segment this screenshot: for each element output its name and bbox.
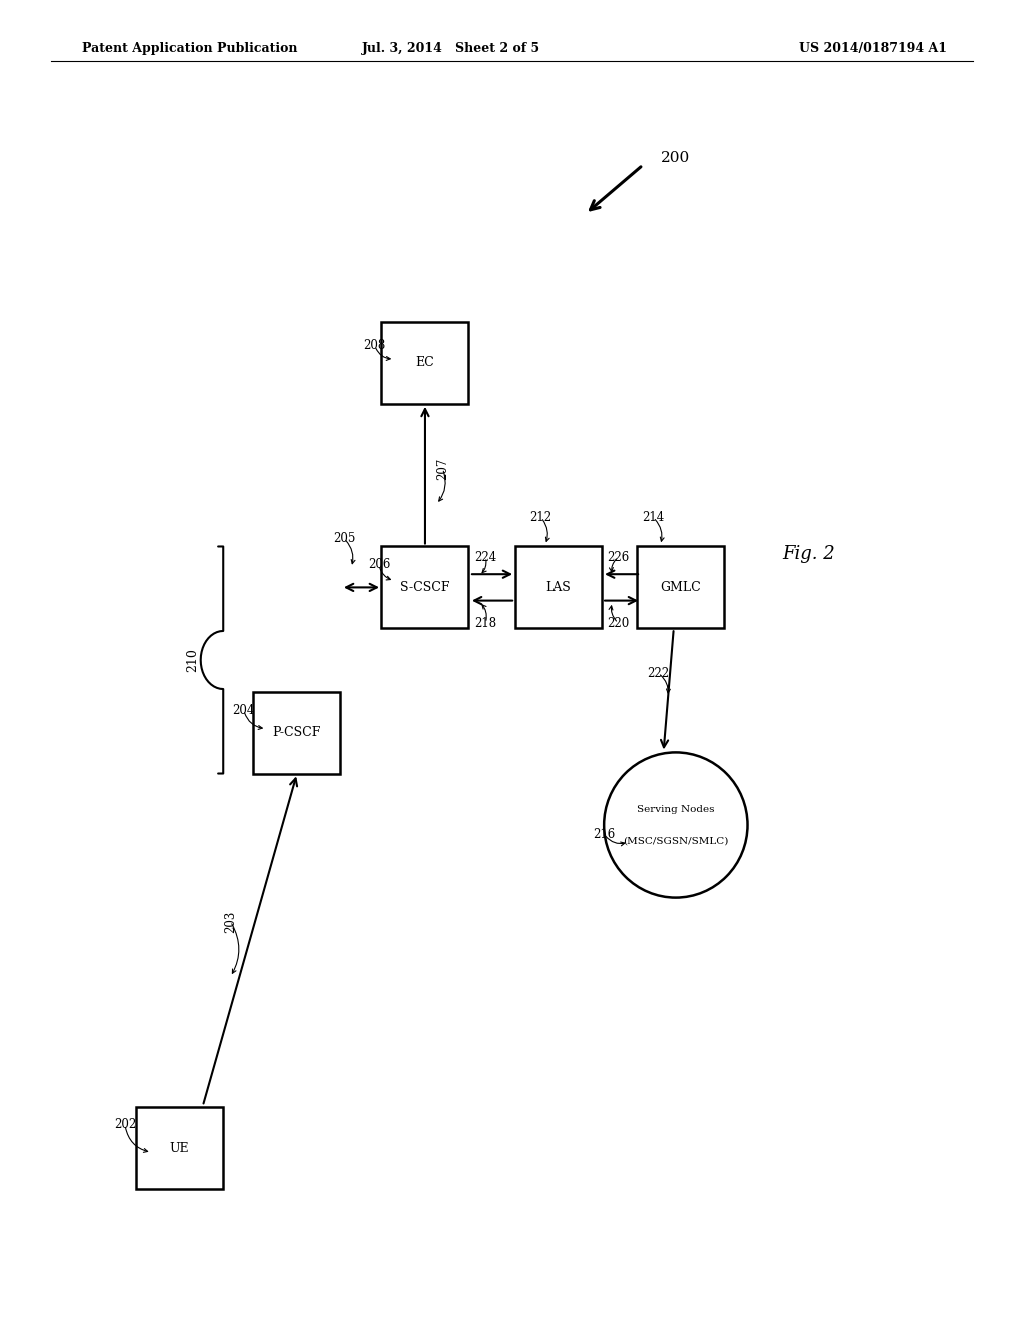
Text: S-CSCF: S-CSCF — [400, 581, 450, 594]
Text: 218: 218 — [474, 616, 497, 630]
Text: P-CSCF: P-CSCF — [272, 726, 322, 739]
FancyBboxPatch shape — [515, 546, 602, 628]
FancyBboxPatch shape — [253, 692, 340, 774]
Text: Patent Application Publication: Patent Application Publication — [82, 42, 297, 55]
Text: (MSC/SGSN/SMLC): (MSC/SGSN/SMLC) — [624, 837, 728, 845]
Text: 216: 216 — [593, 828, 615, 841]
FancyBboxPatch shape — [637, 546, 725, 628]
Text: 202: 202 — [114, 1118, 136, 1131]
FancyBboxPatch shape — [135, 1107, 222, 1189]
Text: 210: 210 — [186, 648, 199, 672]
Text: GMLC: GMLC — [660, 581, 701, 594]
Text: 220: 220 — [607, 616, 630, 630]
Ellipse shape — [604, 752, 748, 898]
Text: 212: 212 — [529, 511, 552, 524]
Text: Fig. 2: Fig. 2 — [782, 545, 836, 564]
Text: 226: 226 — [607, 550, 630, 564]
Text: 207: 207 — [436, 458, 449, 479]
Text: LAS: LAS — [545, 581, 571, 594]
Text: UE: UE — [169, 1142, 189, 1155]
Text: 205: 205 — [333, 532, 355, 545]
FancyBboxPatch shape — [381, 546, 469, 628]
Text: 200: 200 — [660, 152, 690, 165]
Text: 214: 214 — [642, 511, 665, 524]
Text: 203: 203 — [224, 911, 237, 932]
Text: Serving Nodes: Serving Nodes — [637, 805, 715, 813]
Text: 204: 204 — [232, 704, 255, 717]
Text: 224: 224 — [474, 550, 497, 564]
Text: 222: 222 — [647, 667, 670, 680]
FancyBboxPatch shape — [381, 322, 469, 404]
Text: EC: EC — [416, 356, 434, 370]
Text: 208: 208 — [364, 339, 386, 352]
Text: Jul. 3, 2014   Sheet 2 of 5: Jul. 3, 2014 Sheet 2 of 5 — [361, 42, 540, 55]
Text: 206: 206 — [368, 558, 390, 572]
Text: US 2014/0187194 A1: US 2014/0187194 A1 — [799, 42, 947, 55]
